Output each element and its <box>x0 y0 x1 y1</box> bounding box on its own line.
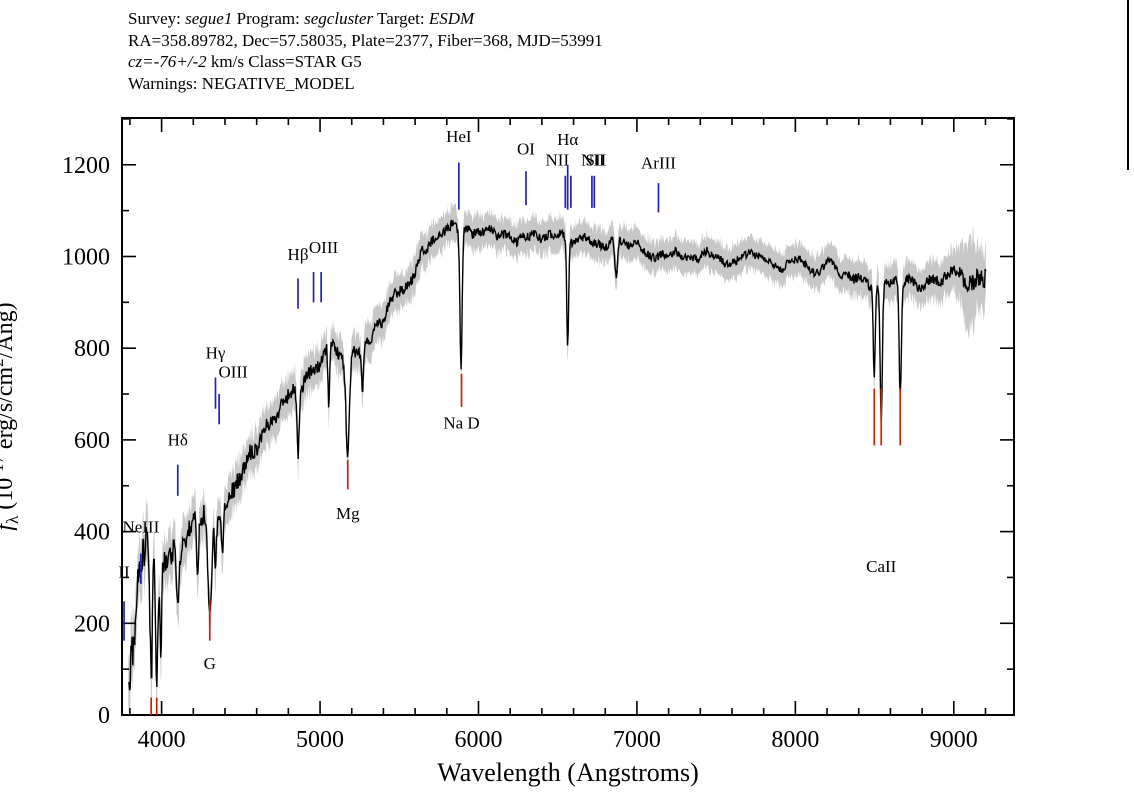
line-marker-CaII: CaII <box>866 388 897 576</box>
header-line-4: Warnings: NEGATIVE_MODEL <box>128 73 355 93</box>
x-tick-label: 4000 <box>138 727 186 753</box>
line-marker-G: G <box>204 600 216 673</box>
y-tick-label: 600 <box>74 428 110 454</box>
line-marker-ArIII: ArIII <box>641 153 676 213</box>
x-tick-label: 6000 <box>454 727 502 753</box>
x-tick-label: 9000 <box>930 727 978 753</box>
y-axis-label: fλ (10-17 erg/s/cm2/Ang) <box>0 302 22 530</box>
x-tick-label: 7000 <box>613 727 661 753</box>
header-block: Survey: segue1 Program: segcluster Targe… <box>128 8 603 94</box>
y-tick-label: 400 <box>74 520 110 546</box>
line-marker-OIII: OIII <box>309 238 339 303</box>
line-marker-label: NII <box>546 151 570 170</box>
line-marker-Na-D: Na D <box>443 373 480 432</box>
line-marker-label: G <box>204 654 216 673</box>
y-tick-label: 800 <box>74 336 110 362</box>
line-marker-label: Hδ <box>168 430 188 449</box>
line-marker-Hβ: Hβ <box>288 245 309 309</box>
line-marker-OI: OI <box>517 140 535 206</box>
header-line-2: RA=358.89782, Dec=57.58035, Plate=2377, … <box>128 30 603 50</box>
y-tick-label: 200 <box>74 611 110 637</box>
header-line-1: Survey: segue1 Program: segcluster Targe… <box>128 9 475 28</box>
line-marker-label: SII <box>586 151 607 170</box>
line-marker-NII: NII <box>546 151 570 208</box>
x-tick-label: 8000 <box>771 727 819 753</box>
line-marker-Mg: Mg <box>336 460 360 523</box>
line-marker-Hγ: Hγ <box>206 343 226 409</box>
line-marker-label: CaII <box>866 557 897 576</box>
line-marker-label: Hα <box>557 130 578 149</box>
line-marker-label: OI <box>517 140 535 159</box>
header-line-3: cz=-76+/-2 km/s Class=STAR G5 <box>128 52 362 71</box>
line-marker-NeIII: NeIII <box>122 518 160 584</box>
line-marker-label: OIII <box>309 238 339 257</box>
line-marker-label: Mg <box>336 504 360 523</box>
spectrum-chart: 4000 5000 6000 7000 8000 9000 0 200 400 600 800 100… <box>0 117 1015 787</box>
line-marker-Hα: Hα <box>557 130 578 210</box>
y-tick-label: 1000 <box>62 244 110 270</box>
line-marker-label: ArIII <box>641 153 676 172</box>
y-tick-label: 1200 <box>62 153 110 179</box>
x-axis-label: Wavelength (Angstroms) <box>437 758 698 787</box>
tick-labels: 4000 5000 6000 7000 8000 9000 0 200 400 600 800 100… <box>62 153 978 753</box>
line-marker-NII: NII <box>570 151 605 208</box>
line-marker-Hδ: Hδ <box>168 430 188 496</box>
line-marker-OIII: OIII <box>218 363 248 425</box>
line-marker-SII: SII <box>586 151 607 208</box>
y-tick-label: 0 <box>98 703 110 729</box>
plot-frame <box>121 117 1015 716</box>
spectrum-line <box>127 219 987 691</box>
line-marker-label: NII <box>581 151 605 170</box>
line-marker-label: HeI <box>446 127 472 146</box>
line-marker-HeI: HeI <box>446 127 472 210</box>
line-marker-label: Hγ <box>206 343 226 362</box>
line-marker-label: II <box>118 562 130 581</box>
edge-artifact-line <box>1127 0 1129 170</box>
line-marker-label: Na D <box>443 413 479 432</box>
line-marker-II: II <box>118 562 130 641</box>
x-tick-label: 5000 <box>296 727 344 753</box>
line-marker-label: OIII <box>218 363 248 382</box>
line-marker-label: NeIII <box>122 518 159 537</box>
line-marker-label: Hβ <box>288 245 309 264</box>
